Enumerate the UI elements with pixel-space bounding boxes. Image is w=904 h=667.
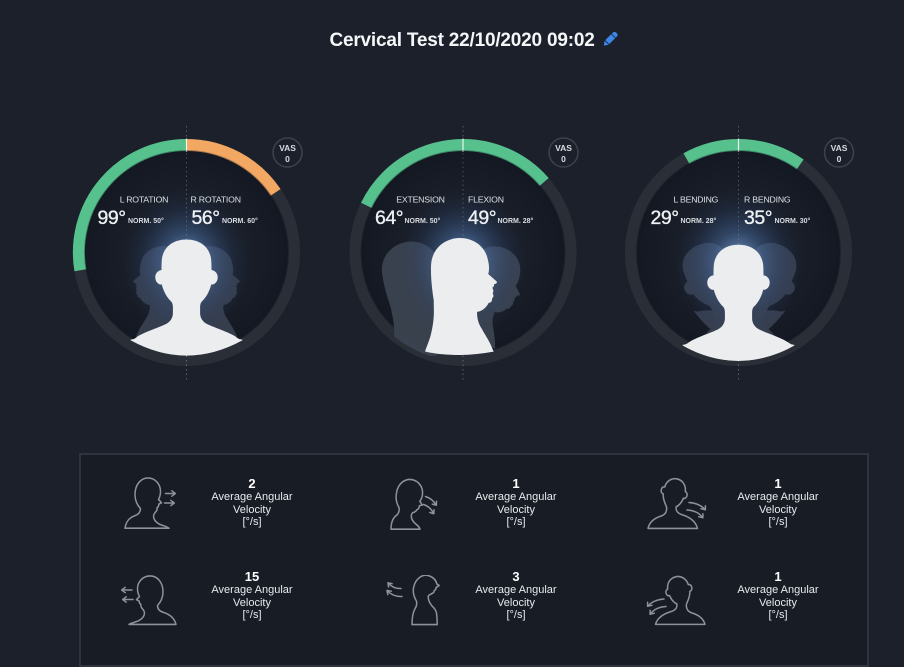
svg-text:49°: 49° bbox=[468, 207, 496, 229]
svg-text:VAS: VAS bbox=[279, 143, 296, 153]
svg-text:29°: 29° bbox=[651, 207, 679, 229]
svg-text:NORM. 50°: NORM. 50° bbox=[128, 217, 164, 225]
svg-text:56°: 56° bbox=[192, 207, 220, 229]
svg-text:NORM. 50°: NORM. 50° bbox=[405, 217, 441, 225]
svg-text:NORM. 28°: NORM. 28° bbox=[681, 217, 717, 225]
svg-text:L BENDING: L BENDING bbox=[674, 195, 719, 205]
svg-text:NORM. 60°: NORM. 60° bbox=[222, 217, 258, 225]
svg-text:FLEXION: FLEXION bbox=[468, 195, 504, 205]
svg-text:R BENDING: R BENDING bbox=[744, 195, 791, 205]
svg-text:64°: 64° bbox=[375, 207, 403, 229]
svg-text:EXTENSION: EXTENSION bbox=[396, 195, 444, 205]
svg-text:VAS: VAS bbox=[555, 143, 572, 153]
svg-text:R ROTATION: R ROTATION bbox=[191, 195, 241, 205]
svg-text:35°: 35° bbox=[744, 207, 772, 229]
svg-text:L ROTATION: L ROTATION bbox=[120, 195, 169, 205]
svg-text:0: 0 bbox=[561, 154, 566, 164]
svg-text:VAS: VAS bbox=[831, 143, 848, 153]
svg-text:NORM. 28°: NORM. 28° bbox=[498, 217, 534, 225]
svg-text:NORM. 30°: NORM. 30° bbox=[775, 217, 811, 225]
svg-text:99°: 99° bbox=[98, 207, 126, 229]
svg-text:0: 0 bbox=[837, 154, 842, 164]
svg-text:0: 0 bbox=[285, 154, 290, 164]
